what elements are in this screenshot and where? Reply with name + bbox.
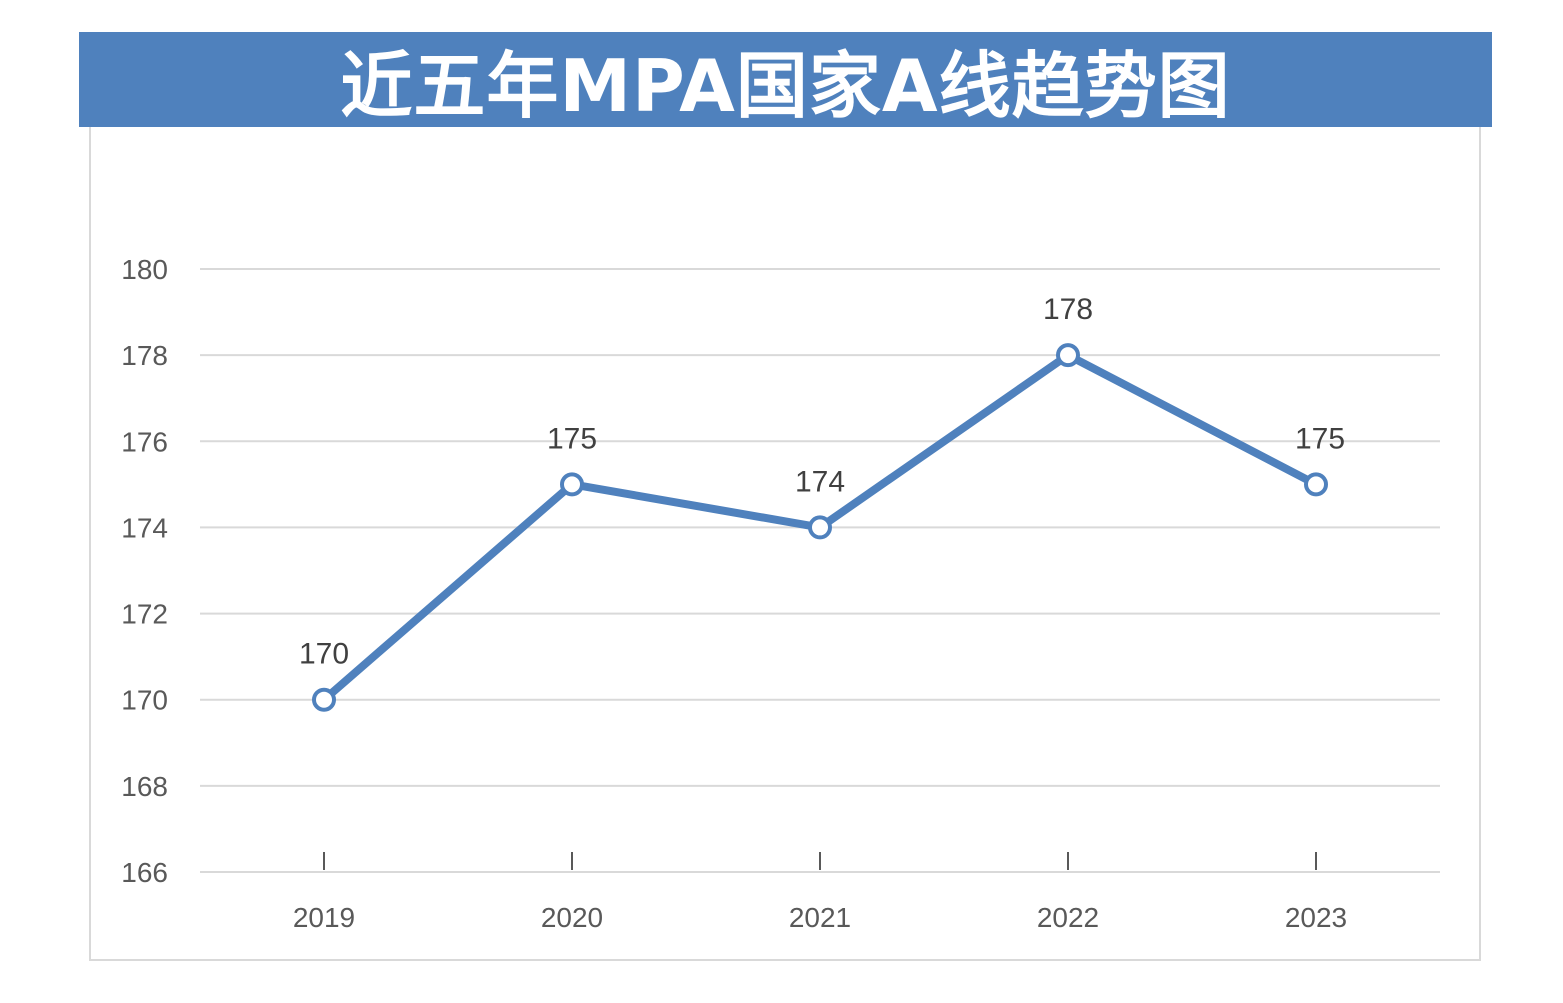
y-tick-label: 168 — [121, 771, 168, 802]
data-point — [560, 472, 584, 497]
y-tick-label: 178 — [121, 340, 168, 371]
data-point — [1304, 472, 1328, 497]
data-label: 174 — [795, 465, 845, 498]
x-tick-label: 2022 — [1037, 902, 1099, 933]
x-tick-label: 2020 — [541, 902, 603, 933]
data-label: 175 — [547, 422, 597, 455]
data-label: 175 — [1295, 422, 1345, 455]
data-label: 178 — [1043, 293, 1093, 326]
data-point — [1056, 343, 1080, 368]
chart-title: 近五年MPA国家A线趋势图 — [340, 44, 1231, 128]
y-tick-label: 166 — [121, 857, 168, 888]
x-tick-label: 2023 — [1285, 902, 1347, 933]
data-point — [808, 515, 832, 540]
chart-frame — [89, 127, 1481, 961]
chart-title-bar: 近五年MPA国家A线趋势图 — [79, 32, 1492, 128]
y-tick-label: 180 — [121, 254, 168, 285]
data-point — [312, 687, 336, 712]
y-tick-label: 176 — [121, 426, 168, 457]
data-label: 170 — [299, 638, 349, 671]
y-tick-label: 170 — [121, 685, 168, 716]
y-tick-label: 174 — [121, 512, 168, 543]
y-tick-label: 172 — [121, 599, 168, 630]
x-tick-label: 2019 — [293, 902, 355, 933]
x-tick-label: 2021 — [789, 902, 851, 933]
